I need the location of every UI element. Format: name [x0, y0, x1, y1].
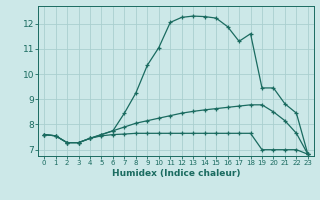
X-axis label: Humidex (Indice chaleur): Humidex (Indice chaleur) [112, 169, 240, 178]
